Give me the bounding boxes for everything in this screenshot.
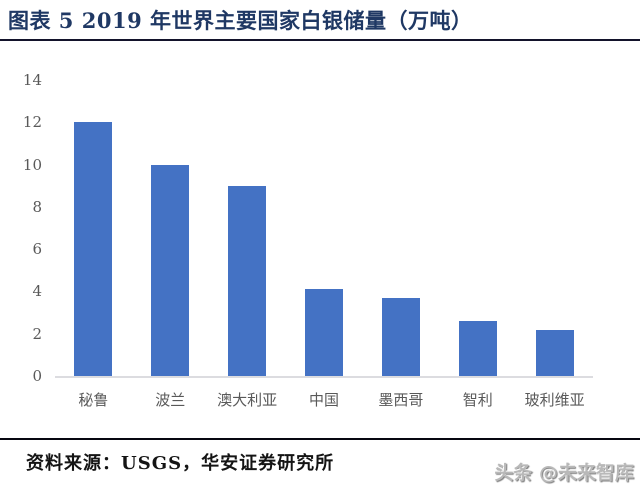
bar-玻利维亚 <box>535 329 574 376</box>
x-category-label: 秘鲁 <box>78 391 109 409</box>
bar-chart-plot-area <box>55 80 593 378</box>
bar-slot <box>516 329 593 376</box>
y-tick-label: 12 <box>22 113 42 132</box>
bar-智利 <box>458 321 497 376</box>
x-category-label: 中国 <box>309 391 340 409</box>
bar-slot <box>286 289 363 376</box>
bar-波兰 <box>151 164 190 376</box>
source-text: 资料来源：USGS，华安证券研究所 <box>26 453 335 474</box>
bar-slot <box>362 297 439 376</box>
y-tick-label: 8 <box>32 197 42 216</box>
figure-title: 图表 5 2019 年世界主要国家白银储量（万吨） <box>8 8 473 33</box>
y-tick-label: 6 <box>32 240 42 259</box>
bar-澳大利亚 <box>228 185 267 376</box>
y-tick-label: 2 <box>32 324 42 343</box>
watermark-text: 头条 @未来智库 <box>494 462 634 484</box>
bar-slot <box>439 321 516 376</box>
bar-slot <box>132 164 209 376</box>
y-tick-label: 4 <box>32 282 42 301</box>
bar-slot <box>55 122 132 376</box>
x-category-label: 澳大利亚 <box>217 391 278 409</box>
x-category-label: 波兰 <box>155 391 186 409</box>
title-divider <box>0 39 640 41</box>
bar-中国 <box>305 289 343 376</box>
x-category-label: 墨西哥 <box>378 391 424 409</box>
y-tick-label: 0 <box>32 367 42 385</box>
x-category-label: 智利 <box>462 391 493 409</box>
bar-slot <box>209 185 286 376</box>
footer-divider <box>0 438 640 440</box>
y-tick-label: 14 <box>22 71 42 89</box>
bar-秘鲁 <box>74 122 113 376</box>
x-category-label: 玻利维亚 <box>524 391 585 409</box>
bar-墨西哥 <box>381 297 420 376</box>
y-tick-label: 10 <box>22 155 42 174</box>
x-axis: 秘鲁 波兰 澳大利亚 中国 墨西哥 智利 玻利维亚 <box>55 389 593 410</box>
